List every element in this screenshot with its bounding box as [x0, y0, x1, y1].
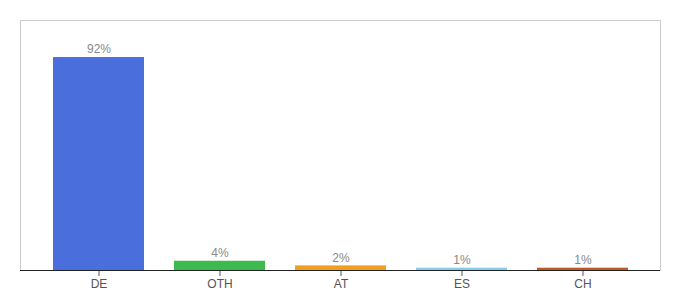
svg-text:CH: CH: [574, 277, 591, 291]
svg-text:1%: 1%: [574, 253, 592, 267]
svg-text:OTH: OTH: [207, 277, 232, 291]
svg-text:DE: DE: [91, 277, 108, 291]
svg-text:4%: 4%: [211, 246, 229, 260]
svg-text:ES: ES: [454, 277, 470, 291]
svg-text:92%: 92%: [87, 42, 111, 56]
svg-text:AT: AT: [334, 277, 349, 291]
svg-text:2%: 2%: [332, 251, 350, 265]
svg-text:1%: 1%: [453, 253, 471, 267]
